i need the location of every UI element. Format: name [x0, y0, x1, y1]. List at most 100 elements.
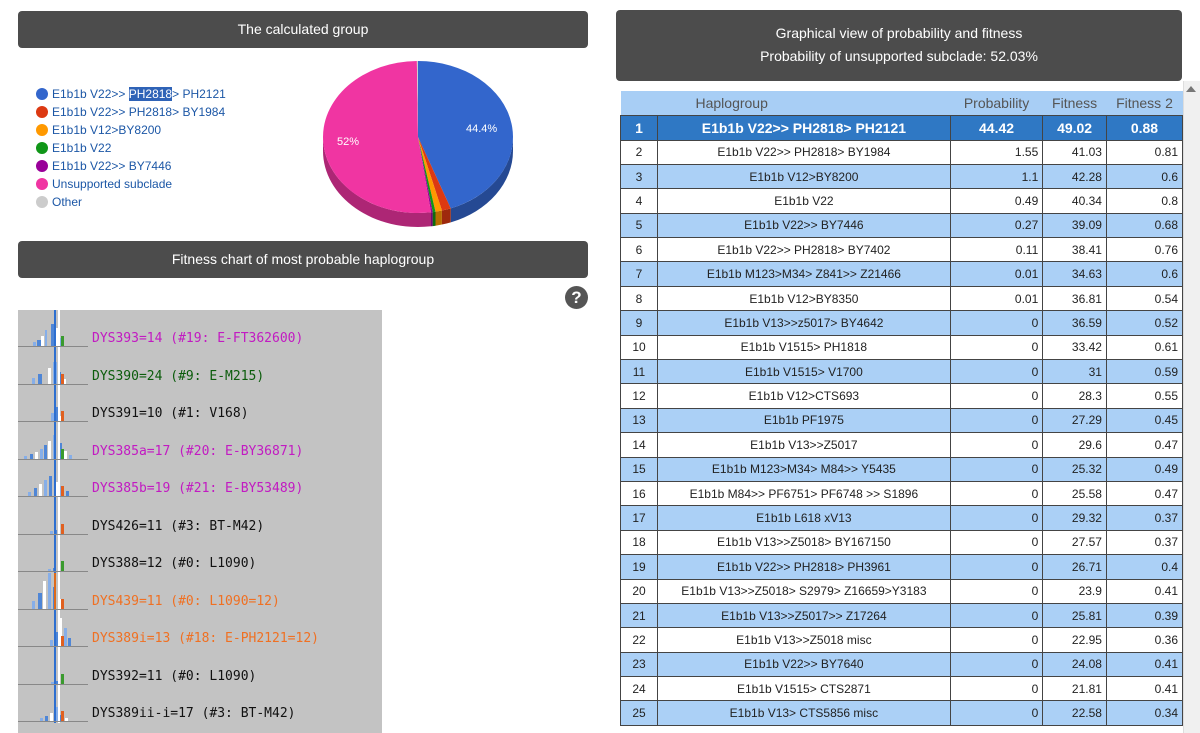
- col-haplogroup-header[interactable]: Haplogroup: [657, 91, 951, 115]
- legend-item[interactable]: Unsupported subclade: [36, 175, 226, 193]
- legend-item[interactable]: E1b1b V22>> PH2818> BY1984: [36, 103, 226, 121]
- fitness-reference-line: [58, 647, 60, 686]
- cell-probability: 0: [949, 554, 1044, 580]
- table-row[interactable]: 3 E1b1b V12>BY8200 1.1 42.28 0.6: [620, 163, 1184, 190]
- help-icon[interactable]: ?: [565, 286, 588, 309]
- legend-item[interactable]: E1b1b V12>BY8200: [36, 121, 226, 139]
- cell-fitness2: 0.47: [1105, 432, 1184, 458]
- table-row[interactable]: 14 E1b1b V13>>Z5017 0 29.6 0.47: [620, 432, 1184, 458]
- legend-color-dot-icon: [36, 88, 48, 100]
- pie-slice[interactable]: [323, 61, 432, 213]
- pie-slice[interactable]: [418, 137, 442, 212]
- table-row[interactable]: 17 E1b1b L618 xV13 0 29.32 0.37: [620, 505, 1184, 531]
- cell-haplogroup: E1b1b V12>BY8350: [656, 285, 951, 312]
- cell-haplogroup: E1b1b V22>> PH2818> BY7402: [656, 237, 951, 263]
- table-row[interactable]: 15 E1b1b M123>M34> M84>> Y5435 0 25.32 0.49: [620, 456, 1184, 482]
- table-row[interactable]: 9 E1b1b V13>>z5017> BY4642 0 36.59 0.52: [620, 310, 1184, 336]
- row-baseline: [18, 646, 88, 647]
- table-row[interactable]: 10 E1b1b V1515> PH1818 0 33.42 0.61: [620, 334, 1184, 361]
- pie-label-main: 44.4%: [466, 123, 497, 135]
- table-row[interactable]: 16 E1b1b M84>> PF6751> PF6748 >> S1896 0 25…: [620, 480, 1184, 507]
- legend-item[interactable]: E1b1b V22>> PH2818> PH2121: [36, 85, 226, 103]
- fitness-histogram-bar: [45, 716, 48, 721]
- pie-slice[interactable]: [418, 137, 436, 213]
- cell-fitness2: 0.4: [1105, 554, 1184, 580]
- pie-slice[interactable]: [418, 137, 451, 211]
- haplogroup-table-container: Haplogroup Probability Fitness Fitness 2…: [620, 91, 1184, 726]
- calculated-group-title: The calculated group: [237, 21, 369, 37]
- cell-fitness2: 0.8: [1105, 188, 1184, 214]
- scroll-up-arrow-icon[interactable]: [1186, 86, 1196, 92]
- table-row[interactable]: 8 E1b1b V12>BY8350 0.01 36.81 0.54: [620, 285, 1184, 312]
- fitness-histogram-bar: [49, 476, 52, 496]
- pie-slice-side: [441, 208, 451, 225]
- cell-haplogroup: E1b1b V22>> PH2818> BY1984: [656, 139, 951, 165]
- table-row[interactable]: 21 E1b1b V13>>Z5017>> Z17264 0 25.81 0.39: [620, 602, 1184, 629]
- table-row[interactable]: 2 E1b1b V22>> PH2818> BY1984 1.55 41.03 0.81: [620, 139, 1184, 165]
- cell-haplogroup: E1b1b V13> CTS5856 misc: [656, 700, 951, 726]
- fitness-chart-header: Fitness chart of most probable haplogrou…: [18, 241, 588, 278]
- table-row[interactable]: 18 E1b1b V13>>Z5018> BY167150 0 27.57 0.37: [620, 529, 1184, 556]
- cell-fitness2: 0.34: [1105, 700, 1184, 726]
- table-row[interactable]: 5 E1b1b V22>> BY7446 0.27 39.09 0.68: [620, 212, 1184, 239]
- cell-rank: 10: [620, 334, 658, 361]
- table-row[interactable]: 4 E1b1b V22 0.49 40.34 0.8: [620, 188, 1184, 214]
- pie-slice[interactable]: [418, 137, 433, 213]
- fitness-highlight-bar: [61, 373, 64, 384]
- cell-fitness2: 0.54: [1105, 285, 1184, 312]
- fitness-marker-line: [54, 385, 56, 423]
- table-row[interactable]: 6 E1b1b V22>> PH2818> BY7402 0.11 38.41 0.76: [620, 237, 1184, 263]
- table-row[interactable]: 22 E1b1b V13>>Z5018 misc 0 22.95 0.36: [620, 627, 1184, 653]
- cell-rank: 17: [620, 505, 658, 531]
- cell-probability: 0.01: [949, 261, 1044, 287]
- cell-fitness2: 0.6: [1105, 261, 1184, 287]
- cell-haplogroup: E1b1b M123>M34> M84>> Y5435: [656, 456, 951, 482]
- cell-probability: 0: [949, 407, 1044, 434]
- table-row[interactable]: 11 E1b1b V1515> V1700 0 31 0.59: [620, 359, 1184, 385]
- legend-item[interactable]: Other: [36, 193, 226, 211]
- cell-haplogroup: E1b1b M123>M34> Z841>> Z21466: [656, 261, 951, 287]
- fitness-chart-row: DYS392=11 (#0: L1090): [18, 647, 382, 686]
- cell-rank: 8: [620, 285, 658, 312]
- cell-rank: 22: [620, 627, 658, 653]
- table-row[interactable]: 1 E1b1b V22>> PH2818> PH2121 44.42 49.02 0.8…: [620, 114, 1184, 141]
- table-row[interactable]: 20 E1b1b V13>>Z5018> S2979> Z16659>Y3183 0…: [620, 578, 1184, 604]
- fitness-chart-row: DYS426=11 (#3: BT-M42): [18, 497, 382, 536]
- cell-fitness: 23.9: [1042, 578, 1107, 604]
- col-probability-header[interactable]: Probability: [950, 91, 1043, 115]
- legend-color-dot-icon: [36, 160, 48, 172]
- table-row[interactable]: 24 E1b1b V1515> CTS2871 0 21.81 0.41: [620, 676, 1184, 702]
- cell-probability: 1.1: [949, 163, 1044, 190]
- table-row[interactable]: 23 E1b1b V22>> BY7640 0 24.08 0.41: [620, 651, 1184, 678]
- cell-probability: 0: [949, 432, 1044, 458]
- legend-item[interactable]: E1b1b V22: [36, 139, 226, 157]
- cell-probability: 0: [949, 700, 1044, 726]
- cell-haplogroup: E1b1b V22>> PH2818> PH3961: [656, 554, 951, 580]
- cell-rank: 2: [620, 139, 658, 165]
- cell-haplogroup: E1b1b PF1975: [656, 407, 951, 434]
- pie-slice[interactable]: [418, 61, 513, 209]
- cell-fitness2: 0.39: [1105, 602, 1184, 629]
- fitness-highlight-bar: [61, 448, 64, 459]
- fitness-histogram-bar: [55, 680, 58, 684]
- table-row[interactable]: 13 E1b1b PF1975 0 27.29 0.45: [620, 407, 1184, 434]
- col-fitness2-header[interactable]: Fitness 2: [1106, 91, 1183, 115]
- cell-fitness2: 0.52: [1105, 310, 1184, 336]
- cell-probability: 0: [949, 334, 1044, 361]
- pie-slice[interactable]: [416, 61, 418, 137]
- cell-fitness: 21.81: [1042, 676, 1107, 702]
- scrollbar[interactable]: [1183, 81, 1200, 733]
- fitness-histogram-bar: [37, 340, 41, 346]
- legend-label: E1b1b V22>> PH2818> BY1984: [52, 105, 226, 119]
- fitness-histogram-bar: [58, 442, 62, 459]
- cell-haplogroup: E1b1b M84>> PF6751> PF6748 >> S1896: [656, 480, 951, 507]
- col-fitness-header[interactable]: Fitness: [1042, 91, 1107, 115]
- legend-item[interactable]: E1b1b V22>> BY7446: [36, 157, 226, 175]
- cell-rank: 25: [620, 700, 658, 726]
- table-row[interactable]: 12 E1b1b V12>CTS693 0 28.3 0.55: [620, 383, 1184, 409]
- table-row[interactable]: 7 E1b1b M123>M34> Z841>> Z21466 0.01 34.63 0…: [620, 261, 1184, 287]
- cell-fitness2: 0.41: [1105, 651, 1184, 678]
- table-row[interactable]: 25 E1b1b V13> CTS5856 misc 0 22.58 0.34: [620, 700, 1184, 726]
- table-row[interactable]: 19 E1b1b V22>> PH2818> PH3961 0 26.71 0.4: [620, 554, 1184, 580]
- fitness-highlight-bar: [61, 523, 64, 534]
